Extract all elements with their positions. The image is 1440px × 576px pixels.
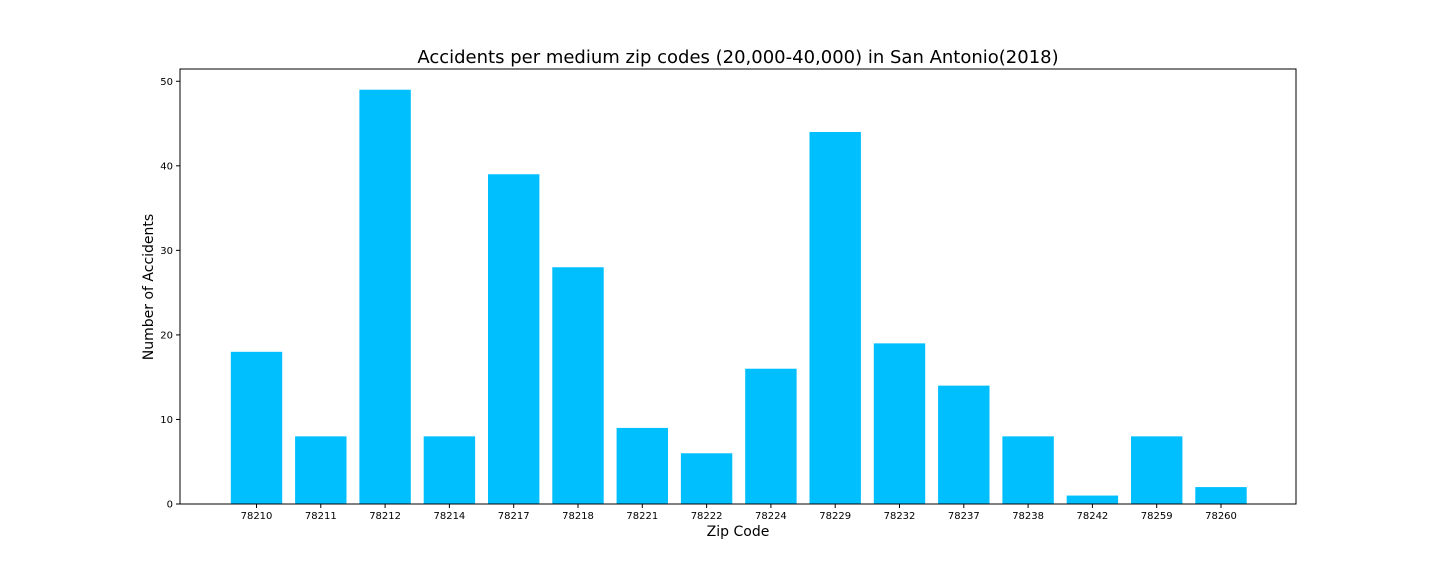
bar-78229 xyxy=(809,131,861,505)
bar-78260 xyxy=(1195,487,1247,504)
y-tick-label: 30 xyxy=(160,246,173,257)
x-tick-label: 78214 xyxy=(433,511,465,522)
bar-78222 xyxy=(680,453,733,504)
x-tick-label: 78237 xyxy=(948,511,980,522)
bar-78224 xyxy=(745,368,797,504)
x-tick-label: 78259 xyxy=(1141,511,1173,522)
bar-78238 xyxy=(1002,436,1054,504)
x-tick-label: 78260 xyxy=(1205,511,1237,522)
x-tick-label: 78222 xyxy=(691,511,723,522)
y-tick-label: 50 xyxy=(160,77,173,88)
y-tick-label: 20 xyxy=(160,330,173,341)
x-tick-label: 78211 xyxy=(305,511,337,522)
x-axis-label: Zip Code xyxy=(707,524,770,540)
bar-78237 xyxy=(938,385,990,504)
y-tick-label: 40 xyxy=(160,161,173,172)
x-tick-label: 78217 xyxy=(498,511,530,522)
y-axis-ticks: 0 10 20 30 40 50 xyxy=(160,77,180,511)
x-tick-label: 78218 xyxy=(562,511,594,522)
x-tick-label: 78242 xyxy=(1076,511,1108,522)
bar-78211 xyxy=(295,436,347,504)
chart-title: Accidents per medium zip codes (20,000-4… xyxy=(417,47,1058,68)
plot-frame xyxy=(179,68,1297,505)
bar-78232 xyxy=(873,343,926,504)
bar-78212 xyxy=(359,89,411,505)
x-tick-label: 78238 xyxy=(1012,511,1044,522)
x-axis-ticks: 78210 78211 78212 78214 78217 78218 78221 78222… xyxy=(241,504,1237,522)
x-tick-label: 78232 xyxy=(884,511,916,522)
bar-78242 xyxy=(1066,495,1119,504)
bar-78218 xyxy=(552,267,604,504)
y-axis-label: Number of Accidents xyxy=(141,214,157,360)
x-tick-label: 78212 xyxy=(369,511,401,522)
bar-78221 xyxy=(616,427,668,504)
x-tick-label: 78224 xyxy=(755,511,787,522)
bar-78210 xyxy=(230,351,283,504)
x-tick-label: 78229 xyxy=(819,511,851,522)
y-tick-label: 10 xyxy=(160,415,173,426)
bar-78214 xyxy=(423,436,476,504)
x-tick-label: 78210 xyxy=(241,511,273,522)
bar-78217 xyxy=(488,174,540,504)
x-tick-label: 78221 xyxy=(626,511,658,522)
bar-78259 xyxy=(1131,436,1183,504)
bars-group xyxy=(230,89,1247,505)
y-tick-label: 0 xyxy=(167,500,173,511)
